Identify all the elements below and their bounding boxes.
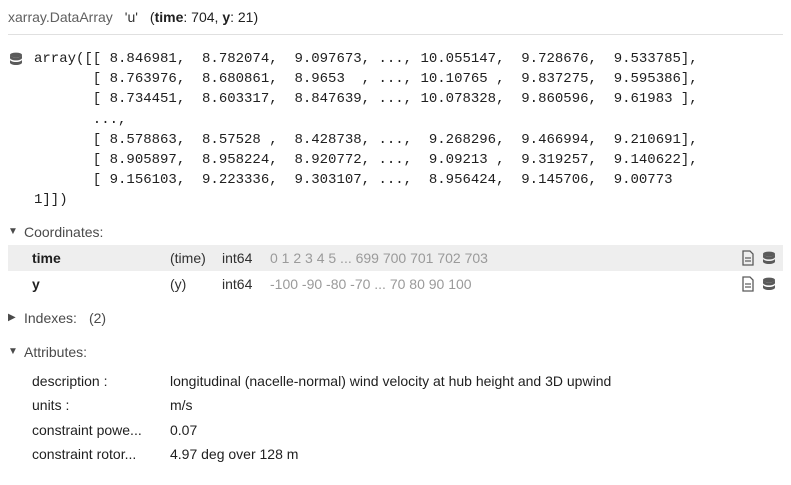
coordinate-row-y: y (y) int64 -100 -90 -80 -70 ... 70 80 9…	[8, 271, 783, 297]
caret-right-icon: ▶	[8, 312, 16, 324]
indexes-section-toggle[interactable]: ▶ Indexes: (2)	[8, 305, 783, 331]
coord-preview: -100 -90 -80 -70 ... 70 80 90 100	[270, 275, 472, 292]
attribute-key: description :	[32, 372, 108, 389]
coord-actions	[741, 275, 777, 292]
attribute-key: constraint powe...	[32, 421, 142, 438]
coordinate-row-time: time (time) int64 0 1 2 3 4 5 ... 699 70…	[8, 244, 783, 271]
attribute-key: units :	[32, 397, 70, 414]
coord-name: time	[32, 249, 61, 266]
array-preview-block: array([[ 8.846981, 8.782074, 9.097673, .…	[8, 49, 783, 211]
attribute-value: m/s	[170, 397, 193, 414]
attribute-value: 0.07	[170, 421, 198, 438]
dim-name-y: y	[222, 9, 231, 25]
attribute-row: description : longitudinal (nacelle-norm…	[32, 369, 783, 394]
coord-preview: 0 1 2 3 4 5 ... 699 700 701 702 703	[270, 249, 488, 266]
coord-name: y	[32, 275, 40, 292]
coord-dtype: int64	[222, 249, 253, 266]
coord-dims: (time)	[170, 249, 206, 266]
attribute-row: constraint rotor... 4.97 deg over 128 m	[32, 442, 783, 467]
attribute-value: 4.97 deg over 128 m	[170, 446, 299, 463]
attribute-key: constraint rotor...	[32, 446, 137, 463]
variable-name: 'u'	[124, 9, 138, 25]
document-icon[interactable]	[741, 249, 755, 266]
coordinates-label: Coordinates:	[24, 223, 104, 240]
caret-down-icon: ▼	[8, 346, 18, 358]
database-icon[interactable]	[8, 51, 24, 67]
dims-summary: (time: 704, y: 21)	[150, 9, 258, 25]
attributes-label: Attributes:	[24, 343, 88, 360]
database-icon[interactable]	[761, 276, 777, 292]
type-label: xarray.DataArray	[8, 9, 113, 25]
coord-dims: (y)	[170, 275, 187, 292]
dataarray-repr: xarray.DataArray 'u' (time: 704, y: 21) …	[8, 0, 783, 467]
dim-size-time: : 704,	[183, 9, 223, 25]
attributes-list: description : longitudinal (nacelle-norm…	[8, 369, 783, 467]
document-icon[interactable]	[741, 275, 755, 292]
attribute-row: constraint powe... 0.07	[32, 418, 783, 443]
dim-size-y: : 21)	[230, 9, 259, 25]
attribute-value: longitudinal (nacelle-normal) wind veloc…	[170, 372, 612, 389]
database-icon[interactable]	[761, 250, 777, 266]
dim-name-time: time	[154, 9, 184, 25]
repr-header: xarray.DataArray 'u' (time: 704, y: 21)	[8, 0, 783, 35]
array-values: array([[ 8.846981, 8.782074, 9.097673, .…	[34, 51, 698, 209]
coord-dtype: int64	[222, 275, 253, 292]
attribute-row: units : m/s	[32, 393, 783, 418]
indexes-count: (2)	[88, 309, 107, 326]
attributes-section-toggle[interactable]: ▼ Attributes:	[8, 339, 783, 365]
dims-open: (	[149, 9, 155, 25]
coord-actions	[741, 249, 777, 266]
coordinates-section-toggle[interactable]: ▼ Coordinates:	[8, 219, 783, 245]
caret-down-icon: ▼	[8, 226, 18, 238]
indexes-label: Indexes:	[24, 309, 77, 326]
